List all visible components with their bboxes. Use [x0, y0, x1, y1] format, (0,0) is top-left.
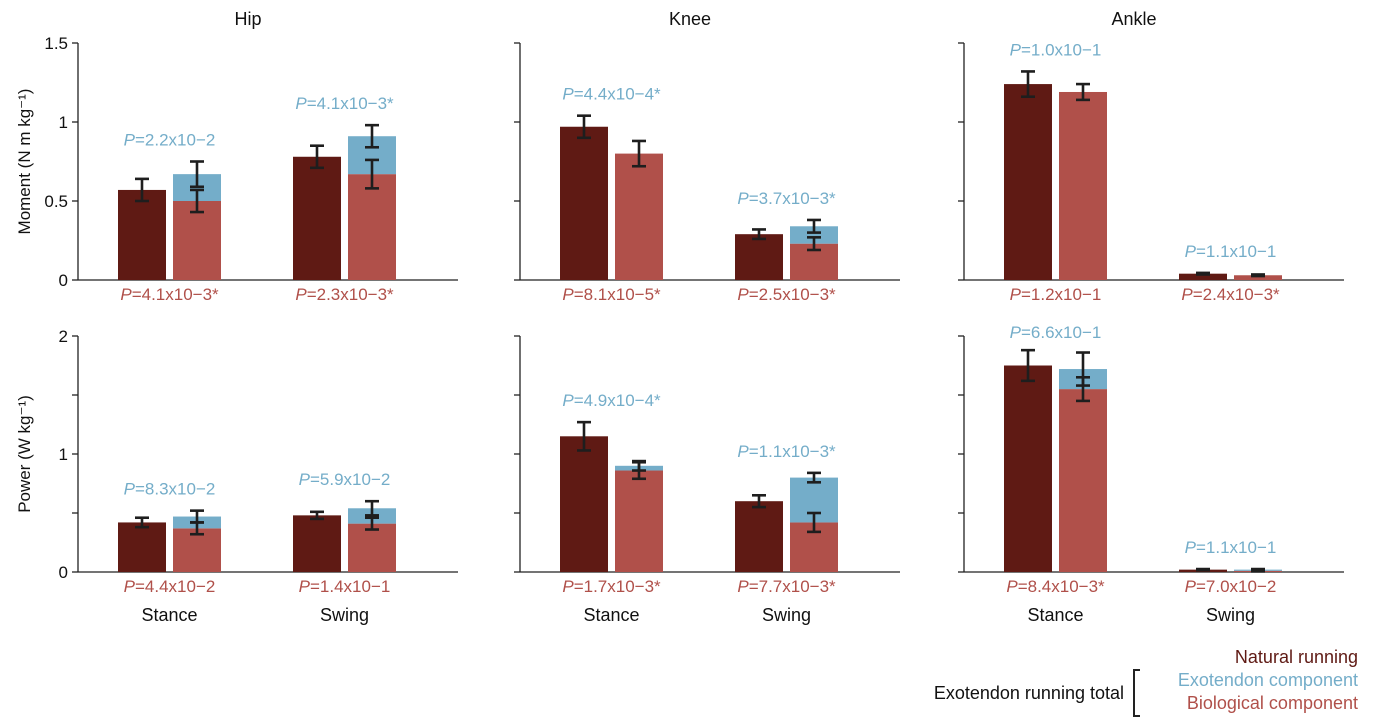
p-value-biological: P=2.5x10−3*: [737, 285, 836, 304]
bar-biological-component: [615, 153, 663, 280]
p-value-exotendon: P=8.3x10−2: [124, 480, 216, 499]
category-label: Swing: [762, 605, 811, 625]
p-value-exotendon: P=4.4x10−4*: [562, 85, 661, 104]
bar-natural-running: [293, 515, 341, 572]
p-value-biological: P=4.1x10−3*: [120, 285, 219, 304]
bar-natural-running: [560, 436, 608, 572]
legend-natural-running: Natural running: [1235, 647, 1358, 667]
p-value-biological: P=8.1x10−5*: [562, 285, 661, 304]
bar-biological-component: [173, 528, 221, 572]
legend-exotendon-running-total: Exotendon running total: [934, 683, 1124, 703]
bar-natural-running: [560, 126, 608, 281]
legend-exotendon-component: Exotendon component: [1178, 670, 1358, 690]
bar-natural-running: [735, 501, 783, 572]
bar-natural-running: [293, 156, 341, 280]
p-value-biological: P=1.2x10−1: [1010, 285, 1102, 304]
panel-moment-knee: Knee P=4.4x10−4* P=8.1x10−5* P=3.7x10−3* P=2…: [514, 9, 900, 304]
panel-title: Hip: [234, 9, 261, 29]
bar-biological-component: [348, 523, 396, 572]
p-value-biological: P=8.4x10−3*: [1006, 577, 1105, 596]
p-value-exotendon: P=4.1x10−3*: [295, 94, 394, 113]
panel-power-knee: P=4.9x10−4* P=1.7x10−3* Stance P=1.1x10−3* P…: [514, 335, 900, 625]
p-value-biological: P=4.4x10−2: [124, 577, 216, 596]
panel-title: Knee: [669, 9, 711, 29]
p-value-exotendon: P=1.1x10−1: [1185, 538, 1277, 557]
legend-biological-component: Biological component: [1187, 693, 1358, 713]
panel-moment-hip: 0 0.5 1 1.5 Hip Moment (N m kg⁻¹) P=2.2x10−2 P=…: [15, 9, 458, 304]
p-value-exotendon: P=5.9x10−2: [299, 470, 391, 489]
bar-biological-component: [173, 201, 221, 280]
y-axis-label: Moment (N m kg⁻¹): [15, 89, 34, 235]
legend-bracket: [1133, 669, 1140, 717]
p-value-biological: P=2.4x10−3*: [1181, 285, 1280, 304]
legend: Natural running Exotendon component Biol…: [934, 647, 1358, 717]
p-value-exotendon: P=6.6x10−1: [1010, 323, 1102, 342]
y-tick-label: 0.5: [44, 192, 68, 211]
p-value-biological: P=1.4x10−1: [299, 577, 391, 596]
y-tick-label: 0: [59, 563, 68, 582]
bar-natural-running: [1004, 365, 1052, 572]
p-value-exotendon: P=1.1x10−3*: [737, 442, 836, 461]
panel-title: Ankle: [1111, 9, 1156, 29]
y-axis-label: Power (W kg⁻¹): [15, 395, 34, 513]
bar-biological-component: [1234, 275, 1282, 280]
bar-natural-running: [1179, 273, 1227, 280]
bar-natural-running: [118, 189, 166, 280]
panel-power-ankle: P=6.6x10−1 P=8.4x10−3* Stance P=1.1x10−1 P=7…: [958, 323, 1344, 625]
category-label: Swing: [1206, 605, 1255, 625]
bar-natural-running: [1004, 84, 1052, 280]
panel-moment-ankle: Ankle P=1.0x10−1 P=1.2x10−1 P=1.1x10−1 P=2.4…: [958, 9, 1344, 304]
category-label: Stance: [1027, 605, 1083, 625]
bar-biological-component: [615, 470, 663, 572]
bar-biological-component: [1059, 389, 1107, 572]
p-value-biological: P=7.7x10−3*: [737, 577, 836, 596]
y-tick-label: 1.5: [44, 34, 68, 53]
p-value-biological: P=1.7x10−3*: [562, 577, 661, 596]
panels: 0 0.5 1 1.5 Hip Moment (N m kg⁻¹) P=2.2x10−2 P=…: [15, 9, 1344, 625]
y-tick-label: 1: [59, 445, 68, 464]
bar-biological-component: [348, 174, 396, 280]
panel-power-hip: 0 1 2 Power (W kg⁻¹) P=8.3x10−2 P=4.4x10−2 Sta…: [15, 327, 458, 625]
p-value-biological: P=7.0x10−2: [1185, 577, 1277, 596]
bar-natural-running: [118, 522, 166, 572]
p-value-exotendon: P=2.2x10−2: [124, 131, 216, 150]
y-tick-label: 2: [59, 327, 68, 346]
bar-natural-running: [735, 234, 783, 280]
p-value-exotendon: P=1.1x10−1: [1185, 242, 1277, 261]
category-label: Stance: [583, 605, 639, 625]
y-tick-label: 1: [59, 113, 68, 132]
y-tick-label: 0: [59, 271, 68, 290]
p-value-biological: P=2.3x10−3*: [295, 285, 394, 304]
category-label: Swing: [320, 605, 369, 625]
bar-biological-component: [1059, 91, 1107, 280]
p-value-exotendon: P=3.7x10−3*: [737, 189, 836, 208]
bar-exotendon-component: [790, 226, 838, 244]
p-value-exotendon: P=1.0x10−1: [1010, 40, 1102, 59]
p-value-exotendon: P=4.9x10−4*: [562, 391, 661, 410]
category-label: Stance: [141, 605, 197, 625]
